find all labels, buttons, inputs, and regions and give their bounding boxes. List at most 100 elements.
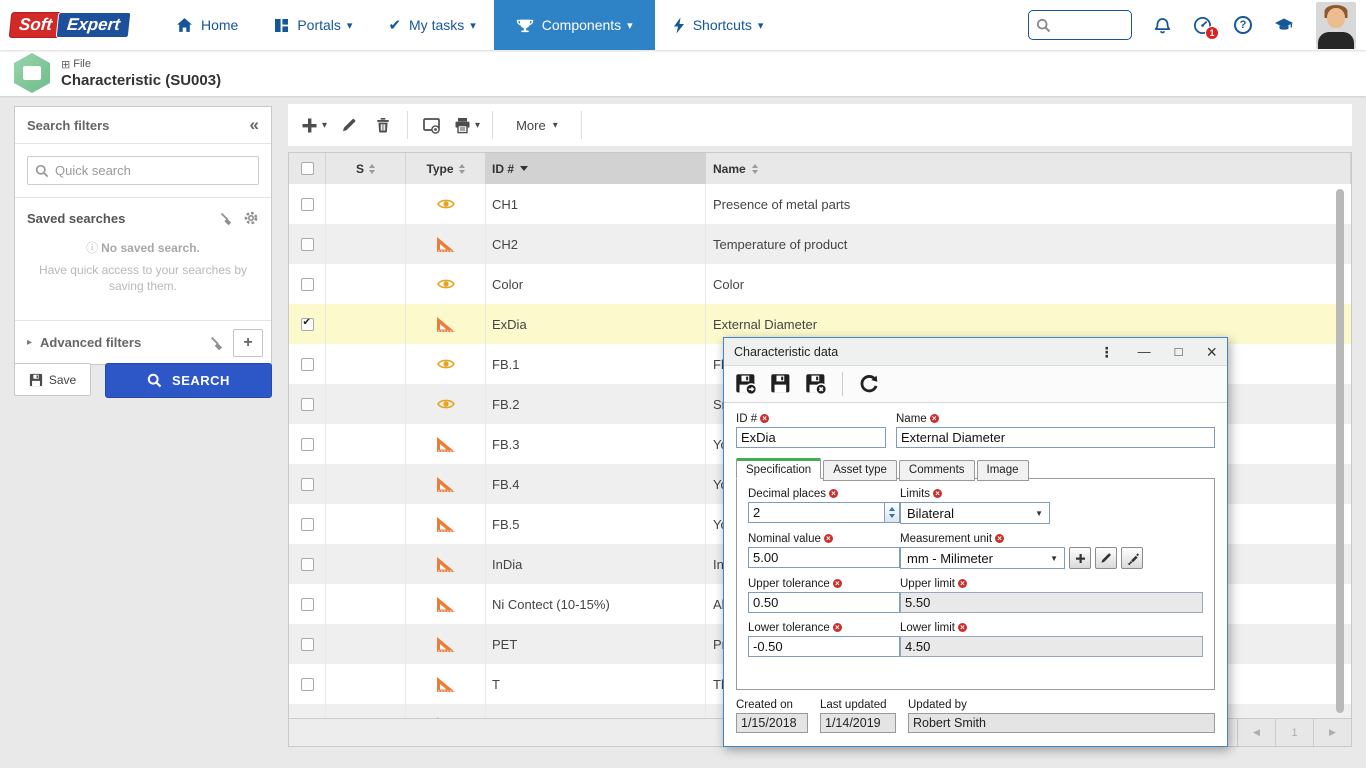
row-checkbox[interactable] xyxy=(300,677,314,691)
monitoring-button[interactable]: 1 xyxy=(1193,16,1219,40)
chevron-down-icon: ▾ xyxy=(346,19,353,32)
row-checkbox[interactable] xyxy=(300,517,314,531)
save-button[interactable] xyxy=(770,373,792,395)
add-filter-button[interactable]: + xyxy=(233,328,263,357)
save-and-close-button[interactable] xyxy=(805,373,827,395)
number-stepper[interactable] xyxy=(884,502,900,523)
decimal-places-input[interactable] xyxy=(748,502,885,523)
row-status-cell xyxy=(326,184,406,224)
vertical-scrollbar[interactable] xyxy=(1336,189,1344,713)
type-icon xyxy=(436,198,455,210)
lower-limit-input xyxy=(900,636,1203,657)
row-status-cell xyxy=(326,544,406,584)
row-status-cell xyxy=(326,464,406,504)
breadcrumb[interactable]: ⊞ File xyxy=(61,58,221,71)
row-status-cell xyxy=(326,424,406,464)
global-search-box[interactable] xyxy=(1028,10,1132,40)
clear-filters-broom-icon[interactable] xyxy=(209,335,225,351)
created-on-value xyxy=(736,713,808,733)
training-button[interactable] xyxy=(1274,17,1294,33)
edit-record-button[interactable] xyxy=(332,108,366,142)
nav-item-components[interactable]: Components ▾ xyxy=(493,0,655,50)
print-button[interactable]: ▾ xyxy=(449,108,485,142)
add-record-button[interactable]: ▾ xyxy=(296,108,332,142)
add-unit-button[interactable] xyxy=(1069,547,1091,569)
id-label: ID # xyxy=(736,413,886,425)
nav-item-shortcuts[interactable]: Shortcuts ▾ xyxy=(655,0,782,50)
current-page-number[interactable]: 1 xyxy=(1275,719,1313,746)
dialog-titlebar[interactable]: Characteristic data ⋮ — □ × xyxy=(724,338,1227,366)
softexpert-logo[interactable]: Soft Expert xyxy=(8,12,132,38)
row-checkbox[interactable] xyxy=(300,317,314,331)
logo-expert: Expert xyxy=(55,12,132,38)
row-checkbox[interactable] xyxy=(300,277,314,291)
limits-value: Bilateral xyxy=(907,505,954,521)
upper-limit-input xyxy=(900,592,1203,613)
quick-search-box[interactable] xyxy=(27,156,259,185)
user-avatar[interactable] xyxy=(1316,1,1356,49)
row-checkbox[interactable] xyxy=(300,397,314,411)
tab-asset-type[interactable]: Asset type xyxy=(823,460,897,481)
saved-search-hint: Have quick access to your searches by sa… xyxy=(38,263,248,294)
tab-comments[interactable]: Comments xyxy=(898,460,975,481)
next-page-button[interactable]: ▶ xyxy=(1313,719,1351,746)
search-button[interactable]: SEARCH xyxy=(105,363,272,398)
nominal-value-input[interactable] xyxy=(748,547,900,568)
clear-filters-broom-icon[interactable] xyxy=(219,211,234,226)
view-record-button[interactable] xyxy=(415,108,449,142)
nav-item-my-tasks[interactable]: ✔ My tasks ▾ xyxy=(370,0,493,50)
collapse-panel-icon[interactable]: « xyxy=(249,115,259,134)
upper-tolerance-input[interactable] xyxy=(748,592,900,613)
row-checkbox[interactable] xyxy=(300,557,314,571)
lower-tolerance-input[interactable] xyxy=(748,636,900,657)
table-row[interactable]: Color Color xyxy=(289,264,1351,304)
row-status-cell xyxy=(326,384,406,424)
save-and-new-button[interactable] xyxy=(735,373,757,395)
row-checkbox[interactable] xyxy=(300,597,314,611)
tab-image[interactable]: Image xyxy=(976,460,1029,481)
clear-unit-brush-icon[interactable] xyxy=(1121,547,1143,569)
saved-searches-title: Saved searches xyxy=(27,210,126,226)
row-checkbox[interactable] xyxy=(300,437,314,451)
edit-unit-button[interactable] xyxy=(1095,547,1117,569)
save-search-button[interactable]: Save xyxy=(14,363,91,396)
limits-select[interactable]: Bilateral ▼ xyxy=(900,502,1050,524)
nav-item-portals[interactable]: Portals ▾ xyxy=(256,0,370,50)
notifications-button[interactable] xyxy=(1154,17,1171,34)
dialog-minimize-icon[interactable]: — xyxy=(1137,344,1151,359)
quick-search-input[interactable] xyxy=(55,163,251,178)
column-header-name[interactable]: Name xyxy=(706,153,1351,184)
previous-page-button[interactable]: ◀ xyxy=(1237,719,1275,746)
row-checkbox[interactable] xyxy=(300,637,314,651)
id-input[interactable] xyxy=(736,427,886,448)
table-row[interactable]: CH1 Presence of metal parts xyxy=(289,184,1351,224)
row-id: FB.2 xyxy=(486,384,706,424)
delete-record-button[interactable] xyxy=(366,108,400,142)
dialog-close-icon[interactable]: × xyxy=(1206,341,1217,362)
help-button[interactable]: ? xyxy=(1234,16,1252,34)
column-header-id[interactable]: ID # xyxy=(486,153,706,184)
measurement-unit-select[interactable]: mm - Milimeter ▼ xyxy=(900,547,1065,569)
global-search-input[interactable] xyxy=(1056,18,1120,32)
row-name: Color xyxy=(713,276,745,292)
record-metadata: Created on Last updated Updated by xyxy=(736,699,1215,733)
row-checkbox[interactable] xyxy=(300,237,314,251)
name-input[interactable] xyxy=(896,427,1215,448)
row-checkbox[interactable] xyxy=(300,477,314,491)
advanced-filters-toggle[interactable]: Advanced filters xyxy=(40,335,142,351)
nav-item-home[interactable]: Home xyxy=(158,0,256,50)
more-actions-button[interactable]: More ▾ xyxy=(500,108,574,142)
dialog-menu-icon[interactable]: ⋮ xyxy=(1099,343,1114,360)
table-row[interactable]: CH2 Temperature of product xyxy=(289,224,1351,264)
row-checkbox[interactable] xyxy=(300,197,314,211)
select-all-checkbox[interactable] xyxy=(300,162,314,175)
refresh-button[interactable] xyxy=(858,374,879,395)
column-header-type[interactable]: Type xyxy=(406,153,486,184)
column-header-s[interactable]: S xyxy=(326,153,406,184)
row-checkbox[interactable] xyxy=(300,357,314,371)
gear-icon[interactable] xyxy=(243,210,259,226)
dialog-maximize-icon[interactable]: □ xyxy=(1174,344,1183,359)
tab-specification[interactable]: Specification xyxy=(736,458,822,479)
search-button-label: SEARCH xyxy=(172,373,230,388)
characteristic-data-dialog: Characteristic data ⋮ — □ × ID # xyxy=(723,337,1228,747)
